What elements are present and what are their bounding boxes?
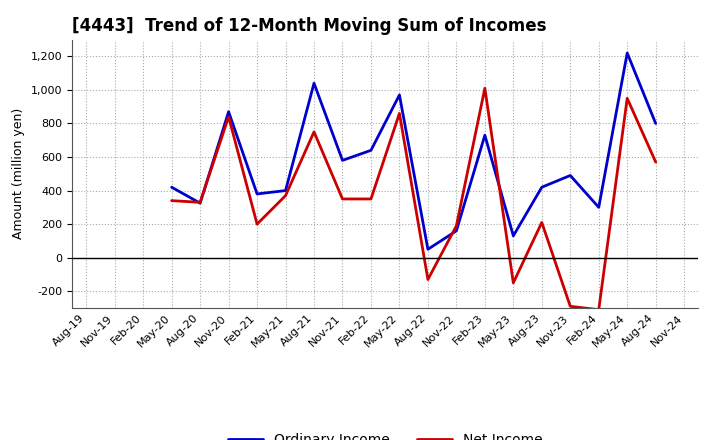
Net Income: [366, 196, 375, 202]
Ordinary Income: [167, 185, 176, 190]
Ordinary Income: [566, 173, 575, 178]
Ordinary Income: [595, 205, 603, 210]
Ordinary Income: [452, 228, 461, 234]
Net Income: [652, 159, 660, 165]
Net Income: [509, 280, 518, 286]
Ordinary Income: [509, 233, 518, 238]
Ordinary Income: [480, 132, 489, 138]
Line: Ordinary Income: Ordinary Income: [171, 53, 656, 249]
Net Income: [423, 277, 432, 282]
Net Income: [196, 200, 204, 205]
Ordinary Income: [310, 81, 318, 86]
Ordinary Income: [196, 201, 204, 206]
Text: [4443]  Trend of 12-Month Moving Sum of Incomes: [4443] Trend of 12-Month Moving Sum of I…: [72, 17, 546, 35]
Ordinary Income: [623, 50, 631, 55]
Ordinary Income: [282, 188, 290, 193]
Ordinary Income: [423, 247, 432, 252]
Net Income: [566, 304, 575, 309]
Ordinary Income: [395, 92, 404, 98]
Net Income: [253, 221, 261, 227]
Ordinary Income: [253, 191, 261, 197]
Net Income: [310, 129, 318, 135]
Net Income: [452, 223, 461, 228]
Net Income: [537, 220, 546, 225]
Y-axis label: Amount (million yen): Amount (million yen): [12, 108, 25, 239]
Net Income: [623, 95, 631, 101]
Ordinary Income: [338, 158, 347, 163]
Net Income: [338, 196, 347, 202]
Ordinary Income: [366, 148, 375, 153]
Net Income: [225, 114, 233, 119]
Ordinary Income: [225, 109, 233, 114]
Net Income: [167, 198, 176, 203]
Net Income: [282, 193, 290, 198]
Ordinary Income: [652, 121, 660, 126]
Net Income: [480, 86, 489, 91]
Line: Net Income: Net Income: [171, 88, 656, 310]
Ordinary Income: [537, 185, 546, 190]
Net Income: [395, 111, 404, 116]
Net Income: [595, 307, 603, 312]
Legend: Ordinary Income, Net Income: Ordinary Income, Net Income: [222, 428, 548, 440]
